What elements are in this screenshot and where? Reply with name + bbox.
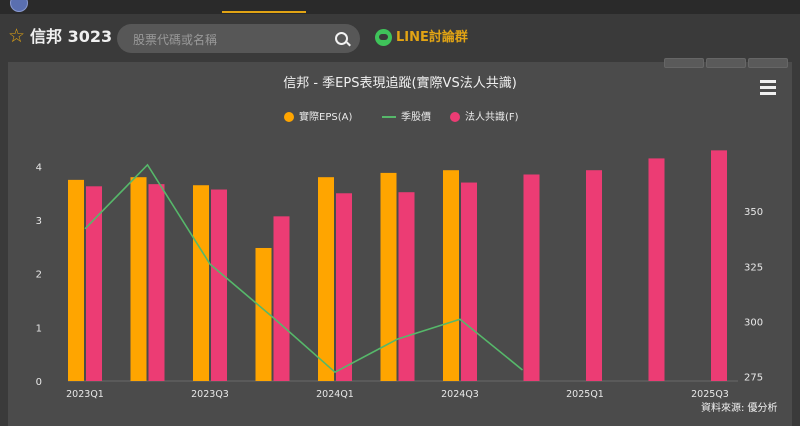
bar-actual-eps bbox=[255, 247, 272, 381]
bar-consensus bbox=[461, 182, 477, 381]
bar-actual-eps bbox=[68, 179, 84, 381]
legend-label-consensus: 法人共識(F) bbox=[465, 112, 519, 123]
panel-tab[interactable] bbox=[664, 58, 704, 68]
chart-panel: 信邦 - 季EPS表現追蹤(實際VS法人共識) 實際EPS(A) 季股價 法人共… bbox=[8, 58, 792, 426]
chart-title: 信邦 - 季EPS表現追蹤(實際VS法人共識) bbox=[283, 76, 517, 91]
x-tick-label: 2023Q1 bbox=[66, 389, 104, 400]
x-tick-label: 2025Q1 bbox=[566, 389, 604, 400]
line-app-icon bbox=[375, 29, 392, 46]
bar-consensus bbox=[148, 184, 165, 381]
stock-header: ☆ 信邦 3023 LINE討論群 bbox=[0, 14, 800, 62]
legend-item-consensus[interactable]: 法人共識(F) bbox=[450, 108, 519, 123]
bar-consensus bbox=[211, 189, 227, 381]
bar-actual-eps bbox=[318, 177, 334, 381]
active-tab-indicator bbox=[222, 11, 306, 13]
panel-tab[interactable] bbox=[706, 58, 746, 68]
bar-consensus bbox=[711, 150, 727, 381]
search-box[interactable] bbox=[117, 24, 360, 53]
y-right-tick-label: 350 bbox=[744, 207, 763, 218]
menu-icon[interactable] bbox=[758, 78, 778, 96]
bar-consensus bbox=[523, 174, 540, 381]
legend-swatch-consensus bbox=[450, 112, 460, 122]
bar-actual-eps bbox=[130, 177, 147, 381]
legend-label-actual-eps: 實際EPS(A) bbox=[299, 112, 353, 123]
search-icon[interactable] bbox=[335, 32, 348, 45]
panel-tab[interactable] bbox=[748, 58, 788, 68]
bar-actual-eps bbox=[443, 170, 459, 381]
y-left-tick-label: 4 bbox=[36, 162, 42, 173]
legend-label-quarter-price: 季股價 bbox=[401, 112, 431, 123]
top-navigation-bar bbox=[0, 0, 800, 14]
legend-swatch-quarter-price bbox=[382, 116, 396, 118]
bar-consensus bbox=[336, 193, 352, 381]
bar-consensus bbox=[273, 216, 290, 381]
y-right-tick-label: 275 bbox=[744, 373, 763, 384]
bar-consensus bbox=[86, 186, 102, 381]
x-tick-label: 2024Q1 bbox=[316, 389, 354, 400]
legend-item-quarter-price[interactable]: 季股價 bbox=[382, 108, 431, 123]
y-right-tick-label: 300 bbox=[744, 317, 763, 328]
y-right-tick-label: 325 bbox=[744, 262, 763, 273]
x-tick-label: 2023Q3 bbox=[191, 389, 229, 400]
y-left-tick-label: 1 bbox=[36, 323, 42, 334]
stock-title: 信邦 3023 bbox=[30, 27, 113, 46]
y-left-tick-label: 3 bbox=[36, 216, 42, 227]
y-left-tick-label: 0 bbox=[36, 377, 42, 388]
bar-actual-eps bbox=[380, 172, 397, 381]
bar-actual-eps bbox=[193, 185, 209, 381]
series-line-quarter-price bbox=[84, 163, 524, 374]
bar-consensus bbox=[398, 192, 415, 381]
search-input[interactable] bbox=[131, 29, 335, 50]
bar-consensus bbox=[586, 170, 602, 381]
bar-consensus bbox=[648, 158, 665, 381]
y-left-tick-label: 2 bbox=[36, 270, 42, 281]
legend-swatch-actual-eps bbox=[284, 112, 294, 122]
data-source-note: 資料來源: 優分析 bbox=[701, 403, 778, 414]
eps-chart: 0 1 2 3 4 275 300 325 350 2023Q1 2023Q3 2024Q1 2024Q… bbox=[36, 150, 763, 400]
x-tick-label: 2025Q3 bbox=[691, 389, 729, 400]
x-tick-label: 2024Q3 bbox=[441, 389, 479, 400]
site-logo[interactable] bbox=[10, 0, 28, 12]
legend-item-actual-eps[interactable]: 實際EPS(A) bbox=[284, 108, 352, 123]
star-icon[interactable]: ☆ bbox=[8, 25, 26, 47]
line-group-label: LINE討論群 bbox=[396, 30, 468, 45]
